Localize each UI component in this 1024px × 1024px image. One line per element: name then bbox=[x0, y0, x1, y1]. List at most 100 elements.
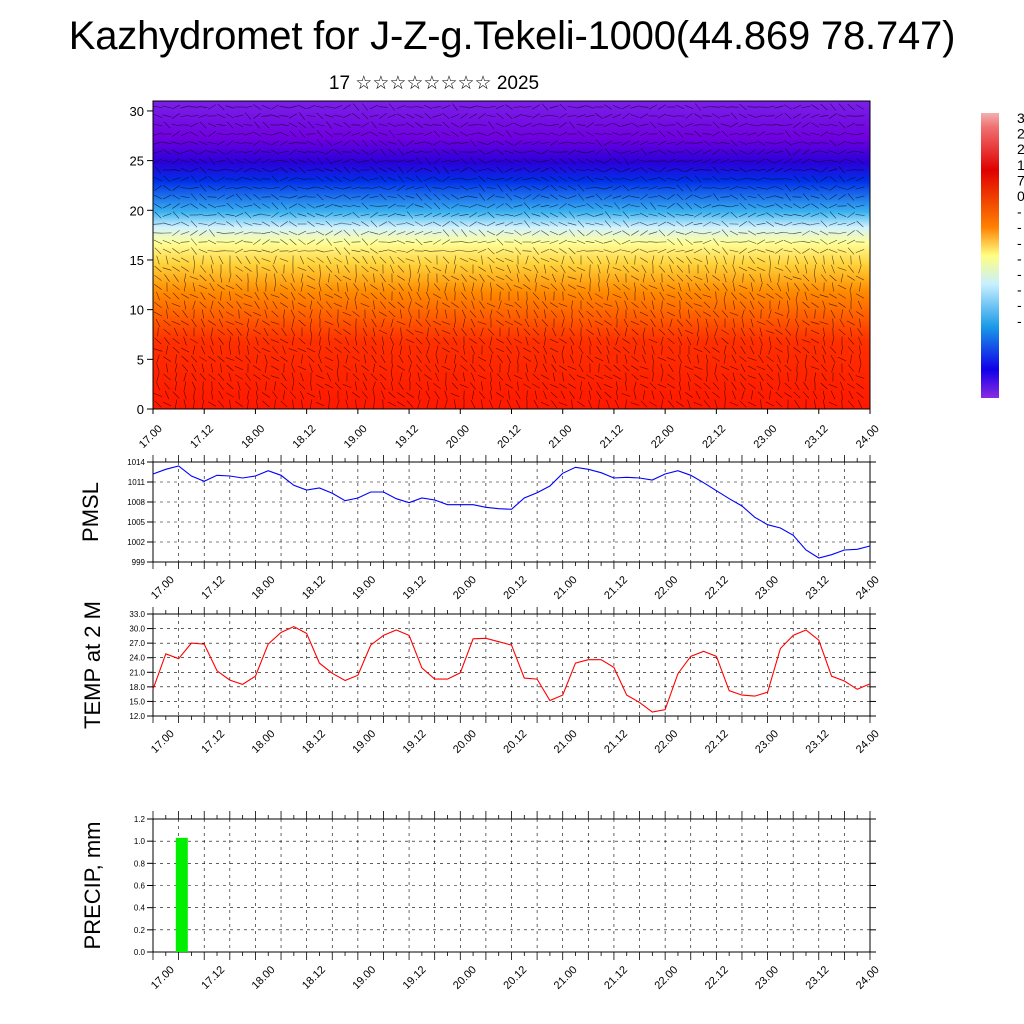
wind-barb bbox=[324, 203, 334, 209]
wind-barb bbox=[621, 194, 631, 200]
wind-barb bbox=[423, 124, 433, 126]
wind-barb bbox=[588, 273, 592, 283]
wind-barb bbox=[652, 372, 654, 382]
wind-barb bbox=[829, 211, 837, 219]
wind-barb bbox=[504, 122, 514, 128]
wind-barb bbox=[594, 213, 604, 217]
y-tick-label: 10 bbox=[130, 303, 144, 318]
wind-barb bbox=[369, 177, 379, 181]
wind-barb bbox=[837, 231, 847, 235]
wind-barb bbox=[396, 113, 406, 119]
wind-barb bbox=[306, 169, 316, 171]
wind-barb bbox=[613, 202, 621, 210]
wind-barb bbox=[345, 255, 349, 265]
wind-barb bbox=[414, 167, 424, 173]
wind-barb bbox=[217, 301, 225, 309]
wind-barb bbox=[730, 148, 738, 156]
wind-barb bbox=[760, 345, 762, 355]
wind-barb bbox=[261, 187, 271, 189]
wind-barb bbox=[209, 282, 215, 292]
wind-barb bbox=[297, 365, 307, 371]
y-tick-label: 33.0 bbox=[129, 610, 145, 619]
wind-barb bbox=[813, 345, 817, 355]
wind-barb bbox=[630, 150, 640, 154]
wind-barb bbox=[640, 230, 648, 236]
wind-barb bbox=[234, 374, 244, 380]
wind-barb bbox=[615, 255, 619, 265]
wind-barb bbox=[712, 391, 720, 399]
wind-barb bbox=[828, 150, 838, 154]
wind-barb bbox=[633, 381, 637, 391]
wind-barb bbox=[769, 390, 771, 400]
wind-barb bbox=[740, 327, 746, 337]
wind-barb bbox=[153, 150, 163, 154]
wind-barb bbox=[253, 104, 261, 110]
colorbar-label: 3 bbox=[1017, 110, 1024, 126]
wind-barb bbox=[477, 204, 487, 208]
wind-barb bbox=[748, 149, 756, 155]
wind-barb bbox=[513, 194, 523, 200]
wind-barb bbox=[209, 229, 215, 237]
wind-barb bbox=[343, 320, 351, 326]
wind-barb bbox=[436, 300, 438, 310]
wind-barb bbox=[497, 355, 503, 363]
wind-barb bbox=[352, 256, 360, 264]
wind-barb bbox=[154, 247, 162, 255]
wind-barb bbox=[576, 176, 586, 182]
wind-barb bbox=[523, 383, 531, 389]
wind-barb bbox=[651, 354, 655, 364]
wind-barb bbox=[198, 223, 208, 225]
wind-barb bbox=[306, 257, 316, 263]
wind-barb bbox=[613, 158, 621, 164]
wind-barb bbox=[208, 157, 216, 165]
wind-barb bbox=[595, 229, 603, 237]
wind-barb bbox=[489, 309, 493, 319]
wind-barb bbox=[217, 400, 225, 408]
wind-barb bbox=[423, 104, 433, 110]
wind-barb bbox=[316, 301, 324, 309]
wind-barb bbox=[361, 346, 369, 354]
wind-barb bbox=[831, 363, 835, 373]
wind-barb bbox=[712, 175, 720, 183]
wind-barb bbox=[379, 193, 387, 201]
wind-barb bbox=[256, 390, 258, 400]
wind-barb bbox=[695, 283, 701, 291]
wind-barb bbox=[238, 345, 240, 355]
wind-barb bbox=[585, 241, 595, 243]
wind-barb bbox=[351, 167, 361, 173]
wind-barb bbox=[562, 354, 564, 364]
wind-barb bbox=[837, 240, 847, 244]
wind-barb bbox=[612, 142, 622, 144]
wind-barb bbox=[310, 336, 312, 346]
wind-barb bbox=[549, 204, 559, 208]
wind-barb bbox=[729, 133, 739, 135]
wind-barb bbox=[405, 160, 415, 162]
wind-barb bbox=[352, 392, 360, 398]
wind-barb bbox=[452, 103, 458, 111]
wind-barb bbox=[666, 383, 676, 389]
wind-barb bbox=[631, 266, 639, 272]
wind-barb bbox=[687, 309, 691, 319]
wind-barb bbox=[433, 202, 441, 210]
x-tick-label: 21.00 bbox=[552, 574, 580, 602]
wind-barb bbox=[589, 390, 591, 400]
wind-barb bbox=[183, 390, 187, 400]
wind-barb bbox=[774, 159, 784, 163]
wind-barb bbox=[766, 221, 774, 227]
wind-barb bbox=[306, 392, 316, 398]
wind-barb bbox=[802, 346, 810, 354]
wind-barb bbox=[171, 169, 181, 171]
wind-barb bbox=[423, 141, 433, 145]
wind-barb bbox=[747, 375, 757, 379]
wind-barb bbox=[261, 133, 271, 135]
wind-barb bbox=[396, 321, 406, 325]
wind-barb bbox=[522, 115, 532, 117]
wind-barb bbox=[848, 265, 854, 273]
wind-barb bbox=[435, 345, 439, 355]
wind-barb bbox=[246, 327, 250, 337]
wind-barb bbox=[360, 303, 370, 307]
wind-barb bbox=[171, 239, 181, 245]
wind-barb bbox=[252, 249, 262, 253]
wind-barb bbox=[477, 132, 487, 136]
wind-barb bbox=[499, 381, 501, 391]
